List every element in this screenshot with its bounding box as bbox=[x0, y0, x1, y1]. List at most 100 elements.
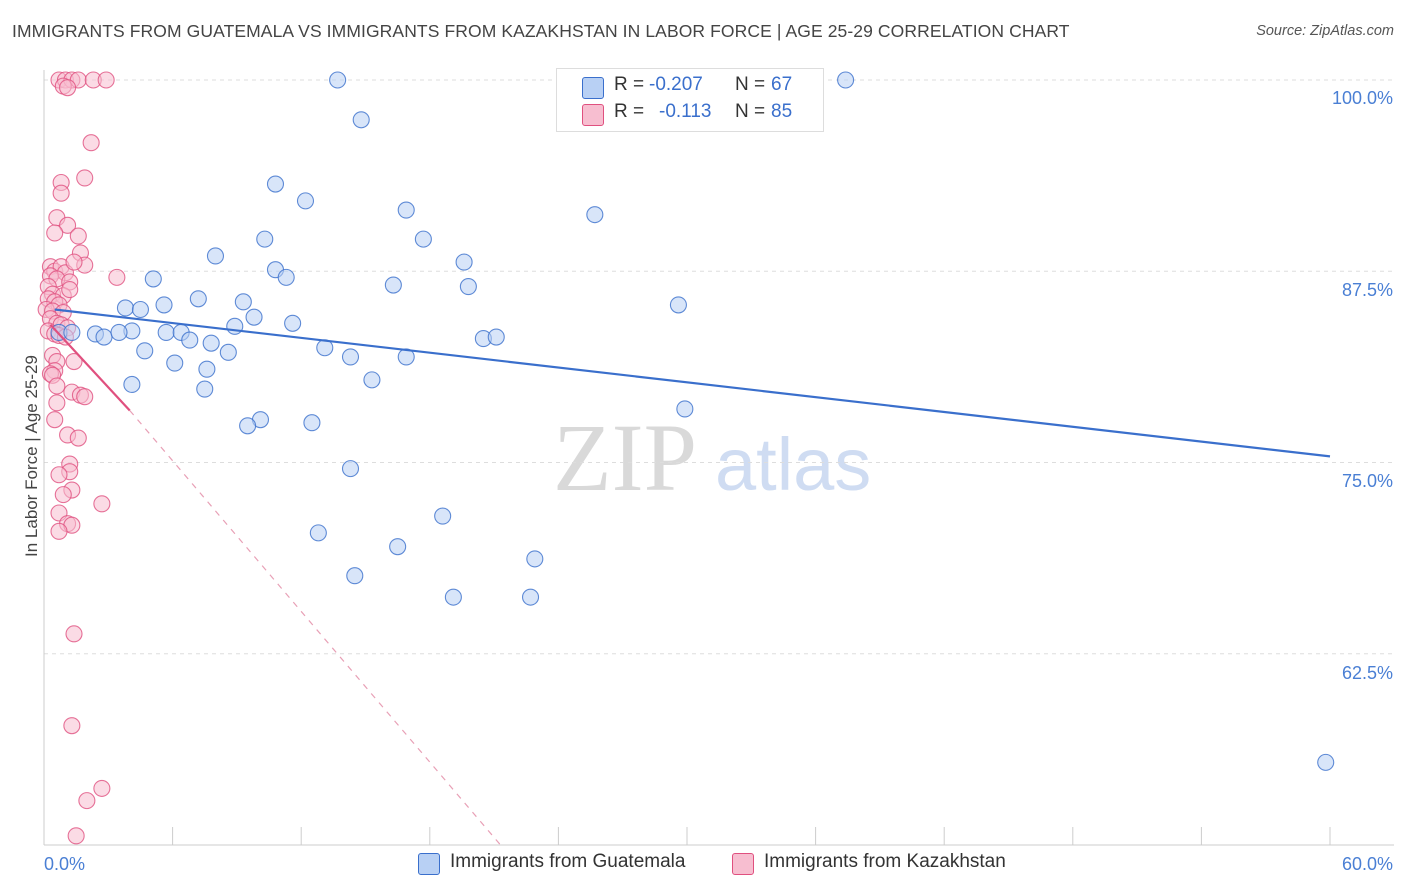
legend-swatch-blue bbox=[418, 853, 440, 875]
data-point bbox=[284, 314, 302, 332]
data-point bbox=[329, 71, 347, 89]
data-point bbox=[136, 342, 154, 360]
data-point bbox=[95, 328, 113, 346]
data-point bbox=[61, 281, 79, 299]
data-point bbox=[67, 827, 85, 845]
data-point bbox=[131, 300, 149, 319]
data-point bbox=[384, 276, 402, 294]
data-point bbox=[82, 134, 100, 152]
data-point bbox=[198, 360, 216, 378]
data-point bbox=[52, 184, 70, 202]
source-credit: Source: ZipAtlas.com bbox=[1256, 23, 1394, 39]
y-tick-label: 87.5% bbox=[1342, 280, 1393, 300]
data-point bbox=[63, 323, 81, 342]
y-tick-labels: 62.5% 75.0% 87.5% 100.0% bbox=[1332, 88, 1393, 683]
data-point bbox=[48, 394, 66, 412]
data-point bbox=[76, 388, 94, 406]
data-point bbox=[50, 522, 68, 540]
data-point bbox=[155, 296, 173, 314]
data-point bbox=[93, 495, 111, 513]
legend-r-label: R = bbox=[614, 101, 645, 122]
trend-line-kazakhstan-extension bbox=[129, 410, 501, 846]
data-point bbox=[76, 169, 94, 187]
data-point bbox=[586, 206, 604, 224]
x-tick-label: 60.0% bbox=[1342, 854, 1393, 874]
data-point bbox=[521, 588, 540, 606]
data-point bbox=[676, 400, 694, 418]
legend-r-label: R = bbox=[614, 74, 645, 95]
data-point bbox=[97, 71, 115, 89]
data-point bbox=[363, 371, 381, 389]
data-point bbox=[59, 216, 77, 234]
axes bbox=[43, 70, 1394, 846]
data-point bbox=[65, 352, 83, 371]
data-point bbox=[63, 717, 81, 735]
watermark-zip: ZIP bbox=[553, 404, 697, 511]
y-tick-label: 100.0% bbox=[1332, 88, 1393, 108]
data-point bbox=[239, 417, 257, 435]
data-point bbox=[669, 296, 687, 314]
legend-swatch-pink bbox=[582, 104, 604, 126]
data-point bbox=[245, 308, 263, 326]
data-point bbox=[341, 348, 360, 366]
data-point bbox=[389, 538, 407, 556]
trend-line-kazakhstan bbox=[49, 324, 131, 412]
data-point bbox=[434, 507, 452, 525]
gridlines bbox=[44, 79, 1394, 655]
data-point bbox=[526, 550, 544, 568]
data-point bbox=[69, 227, 87, 245]
data-point bbox=[219, 343, 237, 361]
trend-lines bbox=[49, 308, 1331, 846]
data-point bbox=[397, 201, 415, 219]
series-guatemala bbox=[50, 71, 1335, 771]
data-point bbox=[303, 414, 321, 432]
y-tick-label: 75.0% bbox=[1342, 471, 1393, 491]
legend-r-value: -0.113 bbox=[659, 101, 712, 122]
data-point bbox=[144, 270, 162, 288]
data-point bbox=[266, 175, 285, 193]
data-point bbox=[166, 354, 184, 372]
data-point bbox=[1317, 753, 1335, 771]
legend-n-label: N = bbox=[735, 101, 766, 122]
x-tick-label: 0.0% bbox=[44, 854, 85, 874]
data-point bbox=[46, 224, 64, 242]
legend-label-guatemala: Immigrants from Guatemala bbox=[450, 851, 686, 872]
data-point bbox=[309, 524, 327, 542]
legend-r-value: -0.207 bbox=[649, 74, 703, 95]
legend-label-kazakhstan: Immigrants from Kazakhstan bbox=[764, 851, 1006, 872]
y-axis-title: In Labor Force | Age 25-29 bbox=[22, 355, 41, 557]
data-point bbox=[296, 192, 315, 210]
data-point bbox=[455, 253, 473, 271]
legend-n-value: 67 bbox=[771, 74, 793, 95]
data-point bbox=[69, 429, 87, 447]
data-point bbox=[837, 71, 855, 89]
data-point bbox=[110, 323, 128, 342]
data-point bbox=[234, 293, 252, 311]
data-point bbox=[123, 375, 141, 394]
x-tick-labels: 0.0% 60.0% bbox=[44, 854, 1393, 874]
data-point bbox=[65, 253, 83, 271]
trend-line-guatemala bbox=[54, 308, 1331, 458]
watermark: ZIP atlas bbox=[553, 404, 871, 511]
data-point bbox=[256, 230, 274, 248]
legend-n-label: N = bbox=[735, 74, 766, 95]
data-point bbox=[277, 268, 295, 286]
data-point bbox=[181, 331, 199, 349]
data-point bbox=[116, 299, 134, 317]
chart-title: IMMIGRANTS FROM GUATEMALA VS IMMIGRANTS … bbox=[12, 21, 1070, 41]
data-point bbox=[346, 567, 364, 585]
data-point bbox=[54, 486, 72, 504]
legend-swatch-blue bbox=[582, 77, 604, 99]
legend-swatch-pink bbox=[732, 853, 754, 875]
data-point bbox=[196, 380, 214, 398]
data-point bbox=[59, 79, 77, 97]
data-point bbox=[487, 328, 505, 346]
data-point bbox=[50, 466, 68, 484]
series-kazakhstan bbox=[37, 71, 126, 845]
data-point bbox=[46, 411, 64, 429]
data-point bbox=[65, 625, 83, 643]
data-point bbox=[341, 460, 360, 478]
data-point bbox=[78, 792, 96, 810]
legend-n-value: 85 bbox=[771, 101, 793, 122]
